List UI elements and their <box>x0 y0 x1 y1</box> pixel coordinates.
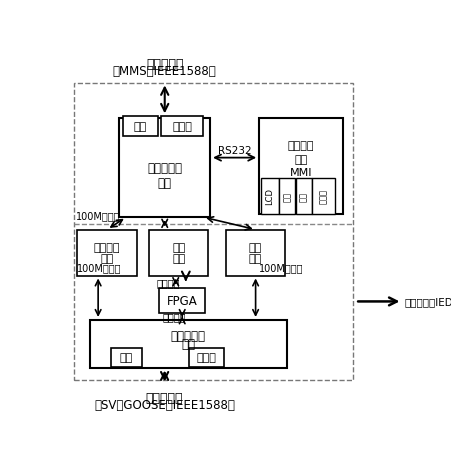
Text: 人机接口: 人机接口 <box>288 140 314 151</box>
Text: 并行总线: 并行总线 <box>156 277 180 287</box>
Text: 过程层通信: 过程层通信 <box>146 391 184 404</box>
Bar <box>90 320 287 368</box>
Text: 对时: 对时 <box>120 353 133 363</box>
Text: FPGA: FPGA <box>167 295 198 308</box>
Text: 站控层通信: 站控层通信 <box>146 58 184 71</box>
Bar <box>259 119 343 214</box>
Text: 站控层通信
模块: 站控层通信 模块 <box>147 161 182 189</box>
Text: 按键: 按键 <box>283 191 292 202</box>
Text: 至线路对侧IED: 至线路对侧IED <box>404 297 451 307</box>
Text: 100M以太网: 100M以太网 <box>76 211 120 220</box>
Text: 显示: 显示 <box>299 191 308 202</box>
Text: （SV、GOOSE、IEEE1588）: （SV、GOOSE、IEEE1588） <box>94 398 235 411</box>
Text: （MMS、IEEE1588）: （MMS、IEEE1588） <box>113 65 216 78</box>
Text: 模块: 模块 <box>295 155 308 165</box>
Bar <box>226 230 285 276</box>
Text: 指示灯: 指示灯 <box>319 189 328 204</box>
Bar <box>110 348 142 367</box>
Text: 对时: 对时 <box>133 122 147 132</box>
Text: RS232: RS232 <box>218 146 252 156</box>
Bar <box>189 348 224 367</box>
Bar <box>279 179 295 214</box>
Bar <box>296 179 312 214</box>
Bar <box>160 288 205 314</box>
Bar <box>119 119 210 218</box>
Bar <box>161 117 203 136</box>
Text: 保护
模块: 保护 模块 <box>172 242 185 264</box>
Bar <box>123 117 158 136</box>
Text: 100M以太网: 100M以太网 <box>77 262 121 272</box>
Text: 以太网: 以太网 <box>172 122 192 132</box>
Text: 并行总线: 并行总线 <box>163 312 186 322</box>
Text: 过程层通信: 过程层通信 <box>171 329 206 342</box>
Text: 模块: 模块 <box>181 337 195 351</box>
Bar <box>78 230 137 276</box>
Text: LCD: LCD <box>266 188 275 205</box>
Text: 100M以太网: 100M以太网 <box>259 262 304 272</box>
Bar <box>261 179 279 214</box>
Bar <box>74 84 354 380</box>
Bar <box>149 230 208 276</box>
Text: 测距录波
模块: 测距录波 模块 <box>94 242 120 264</box>
Text: MMI: MMI <box>290 168 312 178</box>
Bar <box>312 179 335 214</box>
Text: 测控
模块: 测控 模块 <box>249 242 262 264</box>
Text: 以太网: 以太网 <box>197 353 216 363</box>
